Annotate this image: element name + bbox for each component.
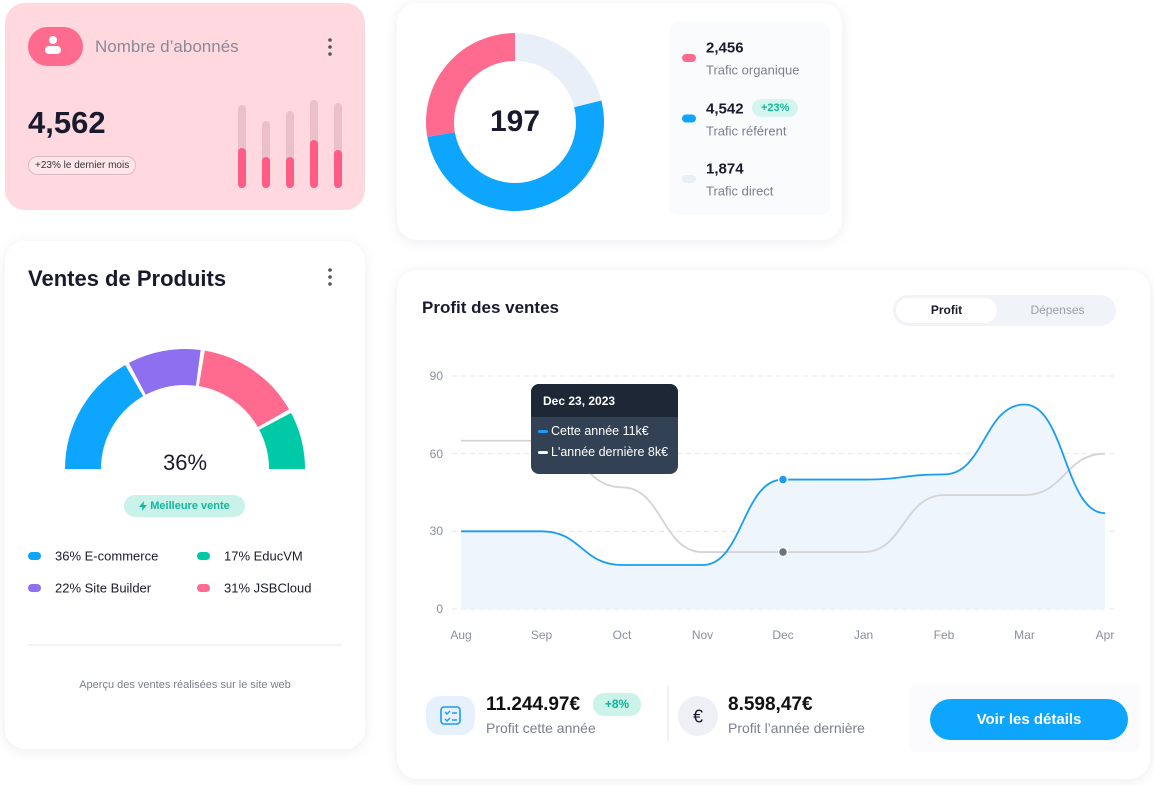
legend-swatch xyxy=(682,54,696,62)
summary-value: 11.244.97€ xyxy=(486,694,581,715)
icon-glyph xyxy=(444,710,457,722)
bolt-icon xyxy=(139,501,148,511)
icon-glyph xyxy=(45,46,61,54)
icon-glyph xyxy=(440,706,461,725)
x-tick-label: Jan xyxy=(853,628,874,642)
bar xyxy=(286,157,294,188)
legend-swatch xyxy=(197,552,210,560)
y-tick-label: 0 xyxy=(436,602,443,616)
legend-swatch xyxy=(28,584,41,592)
gauge-center: 36% xyxy=(162,450,208,475)
gauge-segment xyxy=(258,412,305,470)
legend-label: 36% E-commerce xyxy=(55,548,159,564)
card-title: Ventes de Produits xyxy=(28,266,227,291)
icon-box xyxy=(426,696,475,735)
legend-swatch xyxy=(682,175,696,183)
icon-text: € xyxy=(692,706,704,727)
tooltip-header xyxy=(531,384,678,417)
legend-label: Trafic organique xyxy=(706,62,800,78)
badge: +23% le dernier mois xyxy=(28,156,137,175)
tab[interactable]: Dépenses xyxy=(1030,303,1085,317)
big-value: 4,562 xyxy=(28,105,106,140)
legend-swatch xyxy=(28,552,41,560)
x-tick-label: Oct xyxy=(612,628,632,642)
area xyxy=(461,404,1105,609)
x-tick-label: Nov xyxy=(691,628,714,642)
traffic-legend-box xyxy=(670,22,830,215)
legend-swatch xyxy=(682,114,696,123)
legend-label: 31% JSBCloud xyxy=(224,580,312,596)
badge: +23% xyxy=(752,98,799,117)
bar xyxy=(334,150,342,188)
card-title: Nombre d’abonnés xyxy=(95,37,239,56)
gauge-segment xyxy=(128,349,201,396)
badge-text: Meilleure vente xyxy=(150,500,230,512)
x-tick-label: Dec xyxy=(772,628,794,642)
x-tick-label: Aug xyxy=(450,628,472,642)
legend-label: 22% Site Builder xyxy=(55,580,152,596)
footer-text: Aperçu des ventes réalisées sur le site … xyxy=(79,679,291,691)
tooltip-line: L'année dernière 8k€ xyxy=(551,445,669,459)
bar xyxy=(262,157,270,188)
tooltip-swatch xyxy=(538,451,548,454)
legend-label: Trafic direct xyxy=(706,183,774,199)
button[interactable]: Voir les détails xyxy=(930,699,1128,740)
bolt xyxy=(139,501,148,511)
line xyxy=(460,403,1106,566)
badge: Meilleure vente xyxy=(124,495,245,517)
legend-value: 2,456 xyxy=(706,39,744,57)
legend-value: 1,874 xyxy=(706,160,744,178)
donut-segment xyxy=(426,33,516,137)
y-tick-label: 60 xyxy=(429,446,443,461)
icon-box xyxy=(678,696,718,736)
icon-glyph xyxy=(49,36,57,44)
x-tick-label: Apr xyxy=(1095,628,1115,642)
menu-dot[interactable] xyxy=(328,52,332,56)
gauge-segment xyxy=(198,350,290,428)
legend-value: 4,542 xyxy=(706,100,744,117)
y-tick-label: 90 xyxy=(429,369,443,383)
gauge-segment xyxy=(65,364,144,470)
summary-label: Profit cette année xyxy=(486,720,596,736)
summary-label: Profit l’année dernière xyxy=(728,720,865,736)
x-tick-label: Sep xyxy=(530,628,553,642)
menu-dot[interactable] xyxy=(328,45,332,49)
bar xyxy=(238,148,246,188)
tab[interactable]: Profit xyxy=(896,298,997,323)
point xyxy=(777,474,789,485)
tooltip-title: Dec 23, 2023 xyxy=(543,394,616,408)
menu-dot[interactable] xyxy=(328,268,332,272)
donut-segment xyxy=(514,33,602,108)
tooltip-line: Cette année 11k€ xyxy=(551,424,649,438)
bar xyxy=(310,140,318,188)
donut-segment xyxy=(427,100,604,211)
donut-center: 197 xyxy=(489,105,541,138)
legend-label: Trafic référent xyxy=(706,123,787,138)
card-title: Profit des ventes xyxy=(422,298,559,317)
menu-dot[interactable] xyxy=(328,38,332,42)
tooltip-swatch xyxy=(538,430,548,433)
x-tick-label: Mar xyxy=(1014,628,1035,642)
legend-label: 17% EducVM xyxy=(224,548,303,564)
y-tick-label: 30 xyxy=(429,524,443,539)
menu-dot[interactable] xyxy=(328,282,332,286)
menu-dot[interactable] xyxy=(328,275,332,279)
x-tick-label: Feb xyxy=(933,628,955,642)
point xyxy=(777,546,789,558)
summary-value: 8.598,47€ xyxy=(728,694,813,715)
badge: +8% xyxy=(593,693,641,716)
legend-swatch xyxy=(197,584,210,592)
